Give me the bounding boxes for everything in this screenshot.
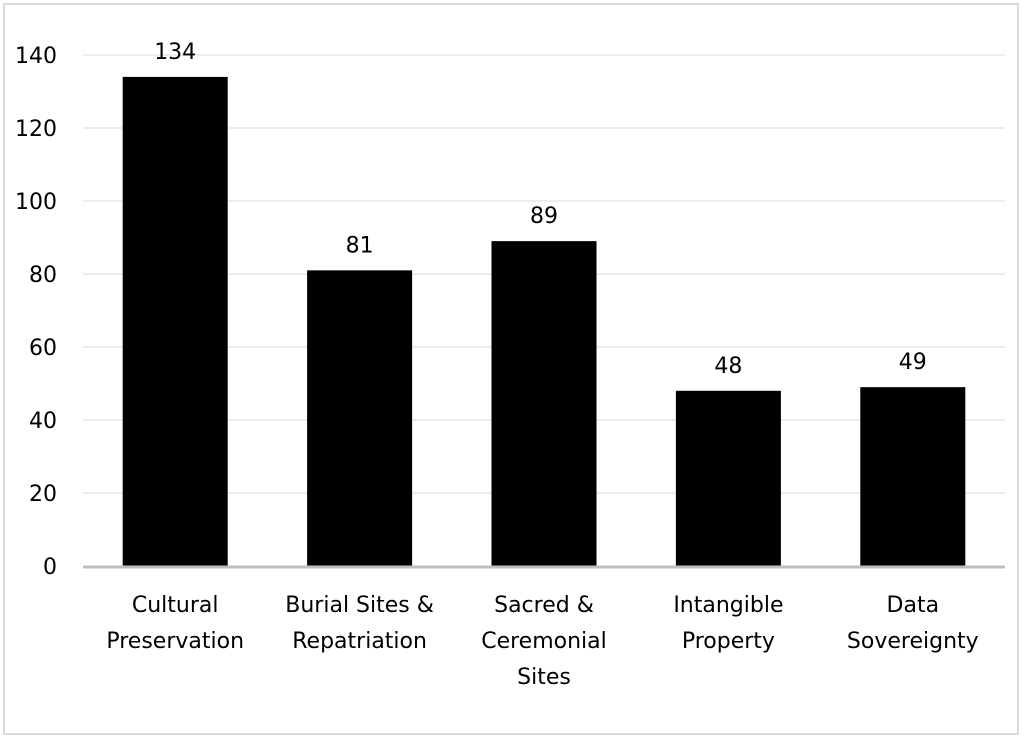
- x-tick-label: Data: [887, 593, 940, 618]
- y-tick-label: 120: [15, 117, 57, 142]
- x-tick-label: Cultural: [132, 593, 219, 618]
- data-label: 81: [346, 233, 374, 258]
- chart-border: [3, 3, 1019, 735]
- x-tick-label: Intangible: [673, 593, 783, 618]
- data-label: 134: [154, 40, 196, 65]
- y-tick-label: 80: [29, 263, 57, 288]
- bar: [860, 387, 966, 566]
- y-tick-label: 60: [29, 336, 57, 361]
- data-label: 49: [899, 350, 927, 375]
- y-tick-label: 140: [15, 44, 57, 69]
- bar: [491, 241, 597, 566]
- x-tick-label: Preservation: [106, 629, 244, 654]
- x-tick-label: Ceremonial: [481, 629, 607, 654]
- bar: [307, 270, 413, 566]
- bar: [675, 390, 781, 566]
- data-label: 48: [714, 354, 742, 379]
- y-tick-label: 0: [43, 555, 57, 580]
- x-tick-label: Property: [682, 629, 775, 654]
- y-tick-label: 100: [15, 190, 57, 215]
- y-tick-label: 40: [29, 409, 57, 434]
- x-tick-label: Sacred &: [494, 593, 594, 618]
- x-tick-label: Repatriation: [292, 629, 427, 654]
- data-label: 89: [530, 204, 558, 229]
- y-tick-label: 20: [29, 482, 57, 507]
- x-tick-label: Sites: [517, 665, 571, 690]
- x-tick-label: Burial Sites &: [285, 593, 434, 618]
- x-tick-label: Sovereignty: [847, 629, 979, 654]
- bar: [122, 76, 228, 567]
